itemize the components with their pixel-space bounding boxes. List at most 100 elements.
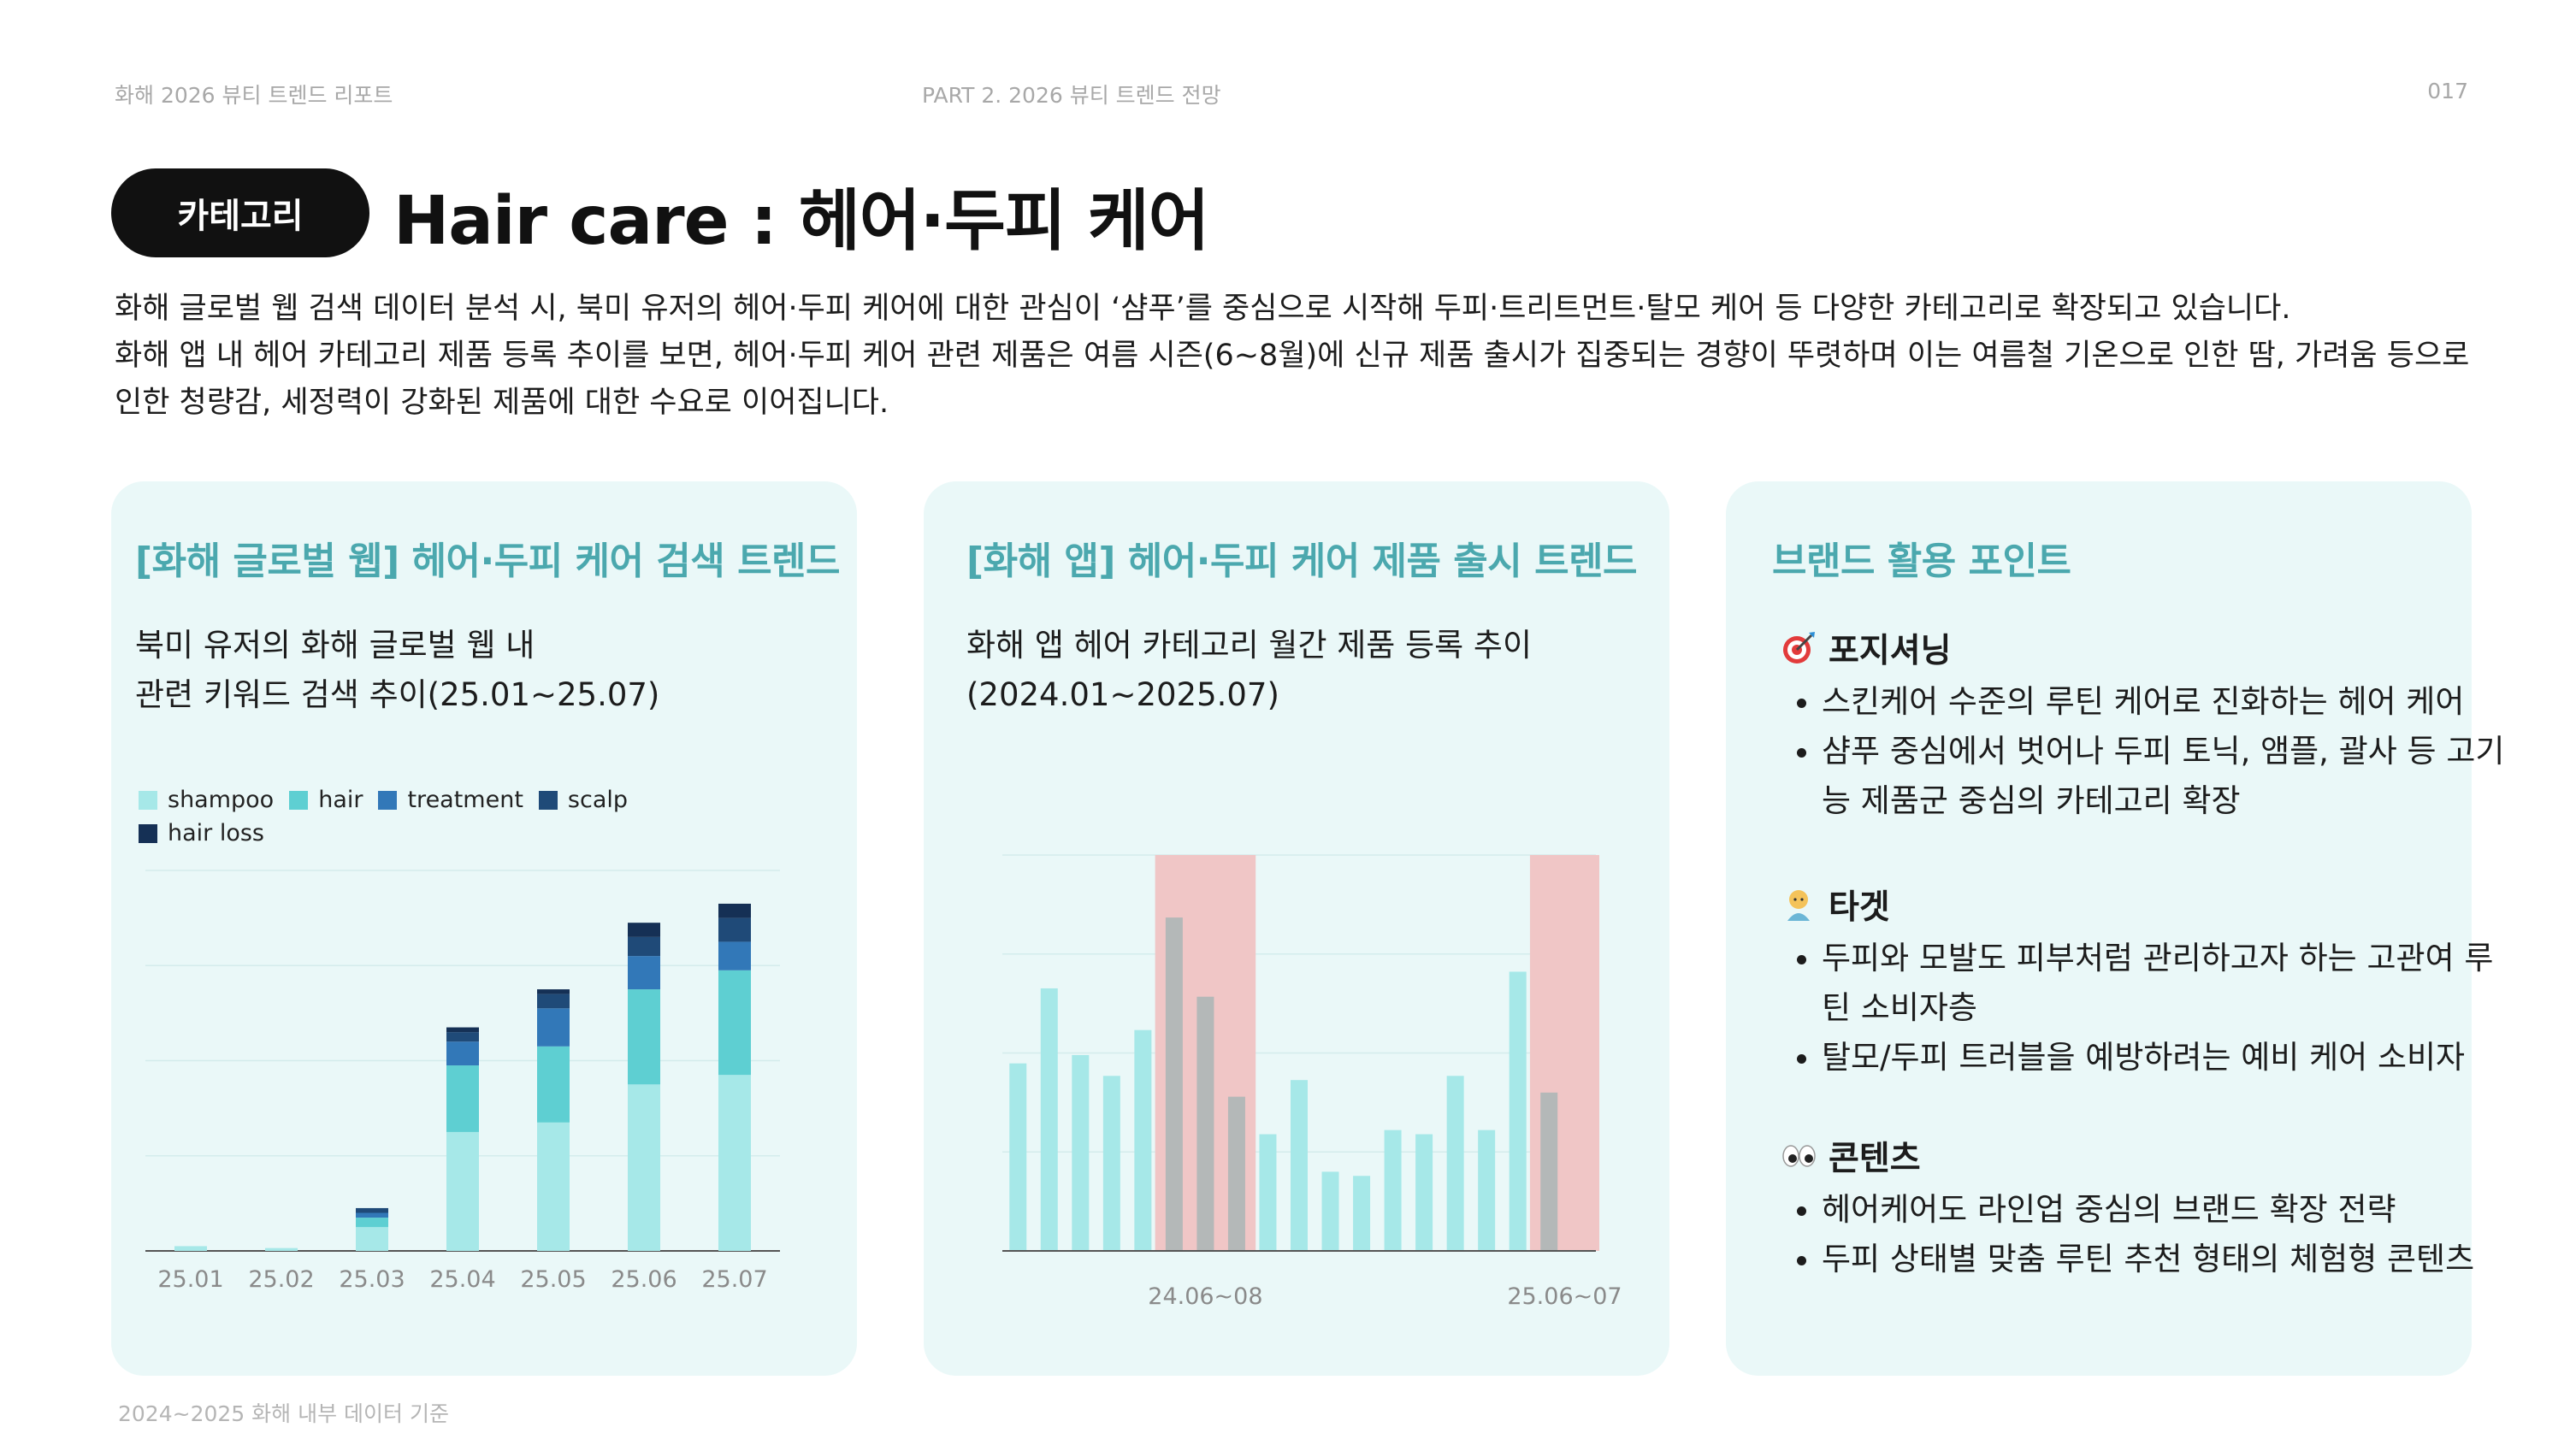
legend-swatch: [289, 791, 309, 810]
section-heading: 콘텐츠: [1781, 1132, 2506, 1180]
bar: [1540, 1092, 1558, 1251]
bar-segment: [537, 989, 570, 994]
bar-segment: [446, 1027, 479, 1033]
subtitle-line: (2024.01~2025.07): [966, 676, 1279, 713]
bar: [1072, 1054, 1090, 1251]
bar: [1165, 917, 1183, 1251]
bar-segment: [718, 941, 751, 970]
legend-swatch: [139, 824, 157, 843]
bar-segment: [628, 1084, 660, 1251]
bar: [1259, 1134, 1277, 1251]
brand-points-card: [1726, 481, 2472, 1376]
release-trend-title: [화해 앱] 헤어·두피 케어 제품 출시 트렌드: [966, 540, 1638, 583]
legend-swatch: [378, 791, 398, 810]
period-label: 24.06~08: [1148, 1283, 1262, 1310]
x-tick-label: 25.03: [339, 1266, 405, 1293]
x-tick-label: 25.02: [248, 1266, 314, 1293]
bar-segment: [628, 989, 660, 1085]
bar-segment: [718, 970, 751, 1076]
bar-segment: [718, 1075, 751, 1251]
list-item: 샴푸 중심에서 벗어나 두피 토닉, 앰플, 괄사 등 고기능 제품군 중심의 …: [1822, 727, 2506, 826]
bar-segment: [446, 1032, 479, 1042]
bar-segment: [174, 1246, 207, 1251]
target-icon: [1781, 630, 1817, 666]
bar: [1134, 1029, 1152, 1251]
bar: [1478, 1129, 1496, 1251]
bar-segment: [446, 1065, 479, 1132]
person-icon: [1781, 887, 1817, 923]
bar: [1196, 996, 1214, 1251]
brand-points-title: 브랜드 활용 포인트: [1772, 540, 2071, 583]
legend-item: treatment: [378, 785, 523, 816]
target-section: 타겟 두피와 모발도 피부처럼 관리하고자 하는 고관여 루틴 소비자층 탈모/…: [1781, 881, 2506, 1082]
bar-segment: [718, 903, 751, 918]
x-tick-label: 25.04: [429, 1266, 495, 1293]
legend-label: scalp: [567, 787, 629, 813]
section-heading: 포지셔닝: [1781, 624, 2506, 672]
intro-paragraph: 화해 글로벌 웹 검색 데이터 분석 시, 북미 유저의 헤어·두피 케어에 대…: [115, 292, 2291, 326]
legend-label: hair: [318, 787, 363, 813]
x-tick-label: 25.06: [611, 1266, 676, 1293]
legend-item: hair loss: [139, 818, 264, 849]
bar-segment: [356, 1218, 388, 1228]
bar-segment: [446, 1041, 479, 1066]
part-title: PART 2. 2026 뷰티 트렌드 전망: [922, 83, 1221, 108]
intro-paragraph: 화해 앱 내 헤어 카테고리 제품 등록 추이를 보면, 헤어·두피 케어 관련…: [115, 339, 2470, 420]
x-tick-label: 25.01: [157, 1266, 223, 1293]
search-trend-subtitle: 북미 유저의 화해 글로벌 웹 내 관련 키워드 검색 추이(25.01~25.…: [135, 621, 659, 720]
bullet-list: 스킨케어 수준의 루틴 케어로 진화하는 헤어 케어 샴푸 중심에서 벗어나 두…: [1781, 677, 2506, 826]
legend-swatch: [139, 791, 157, 810]
report-title: 화해 2026 뷰티 트렌드 리포트: [115, 83, 393, 108]
bar-segment: [628, 956, 660, 990]
bar-segment: [718, 917, 751, 942]
page-number: 017: [2427, 79, 2468, 103]
bar-segment: [537, 1046, 570, 1123]
x-tick-label: 25.05: [520, 1266, 586, 1293]
section-title: 타겟: [1829, 888, 1890, 927]
legend-label: treatment: [407, 787, 523, 813]
chart-legend: shampoo hair treatment scalp hair loss: [139, 785, 703, 852]
legend-label: hair loss: [168, 820, 264, 846]
legend-label: shampoo: [168, 787, 275, 813]
list-item: 헤어케어도 라인업 중심의 브랜드 확장 전략: [1822, 1185, 2506, 1235]
section-heading: 타겟: [1781, 881, 2506, 929]
list-item: 탈모/두피 트러블을 예방하려는 예비 케어 소비자: [1822, 1033, 2506, 1082]
bar-segment: [628, 923, 660, 937]
bar-segment: [265, 1247, 298, 1251]
legend-item: hair: [289, 785, 363, 816]
bar-segment: [356, 1212, 388, 1218]
positioning-section: 포지셔닝 스킨케어 수준의 루틴 케어로 진화하는 헤어 케어 샴푸 중심에서 …: [1781, 624, 2506, 826]
subtitle-line: 북미 유저의 화해 글로벌 웹 내: [135, 627, 535, 664]
page-title: Hair care : 헤어·두피 케어: [393, 183, 1209, 260]
legend-item: scalp: [538, 785, 629, 816]
release-trend-subtitle: 화해 앱 헤어 카테고리 월간 제품 등록 추이 (2024.01~2025.0…: [966, 621, 1532, 720]
legend-item: shampoo: [139, 785, 274, 816]
section-title: 포지셔닝: [1829, 632, 1952, 670]
subtitle-line: 관련 키워드 검색 추이(25.01~25.07): [135, 676, 660, 713]
bar-segment: [356, 1227, 388, 1251]
list-item: 두피 상태별 맞춤 루틴 추천 형태의 체험형 콘텐츠: [1822, 1235, 2506, 1284]
bar: [1009, 1063, 1027, 1251]
bar-segment: [446, 1131, 479, 1251]
x-tick-label: 25.07: [701, 1266, 767, 1293]
intro-text: 화해 글로벌 웹 검색 데이터 분석 시, 북미 유저의 헤어·두피 케어에 대…: [115, 286, 2475, 427]
bar: [1291, 1080, 1308, 1251]
bullet-list: 헤어케어도 라인업 중심의 브랜드 확장 전략 두피 상태별 맞춤 루틴 추천 …: [1781, 1185, 2506, 1284]
period-label: 25.06~07: [1507, 1283, 1622, 1310]
bar: [1384, 1129, 1402, 1251]
bar: [1102, 1076, 1120, 1251]
bar: [1509, 971, 1527, 1251]
eyes-icon: [1781, 1138, 1817, 1174]
bullet-list: 두피와 모발도 피부처럼 관리하고자 하는 고관여 루틴 소비자층 탈모/두피 …: [1781, 934, 2506, 1082]
bar: [1415, 1134, 1433, 1251]
highlight-band: [1529, 855, 1599, 1251]
list-item: 스킨케어 수준의 루틴 케어로 진화하는 헤어 케어: [1822, 677, 2506, 727]
bar-segment: [537, 1122, 570, 1251]
bar-segment: [537, 1008, 570, 1047]
bar: [1353, 1176, 1371, 1251]
section-title: 콘텐츠: [1829, 1140, 1921, 1178]
bar: [1227, 1096, 1245, 1251]
footnote: 2024~2025 화해 내부 데이터 기준: [118, 1401, 449, 1426]
legend-swatch: [538, 791, 558, 810]
